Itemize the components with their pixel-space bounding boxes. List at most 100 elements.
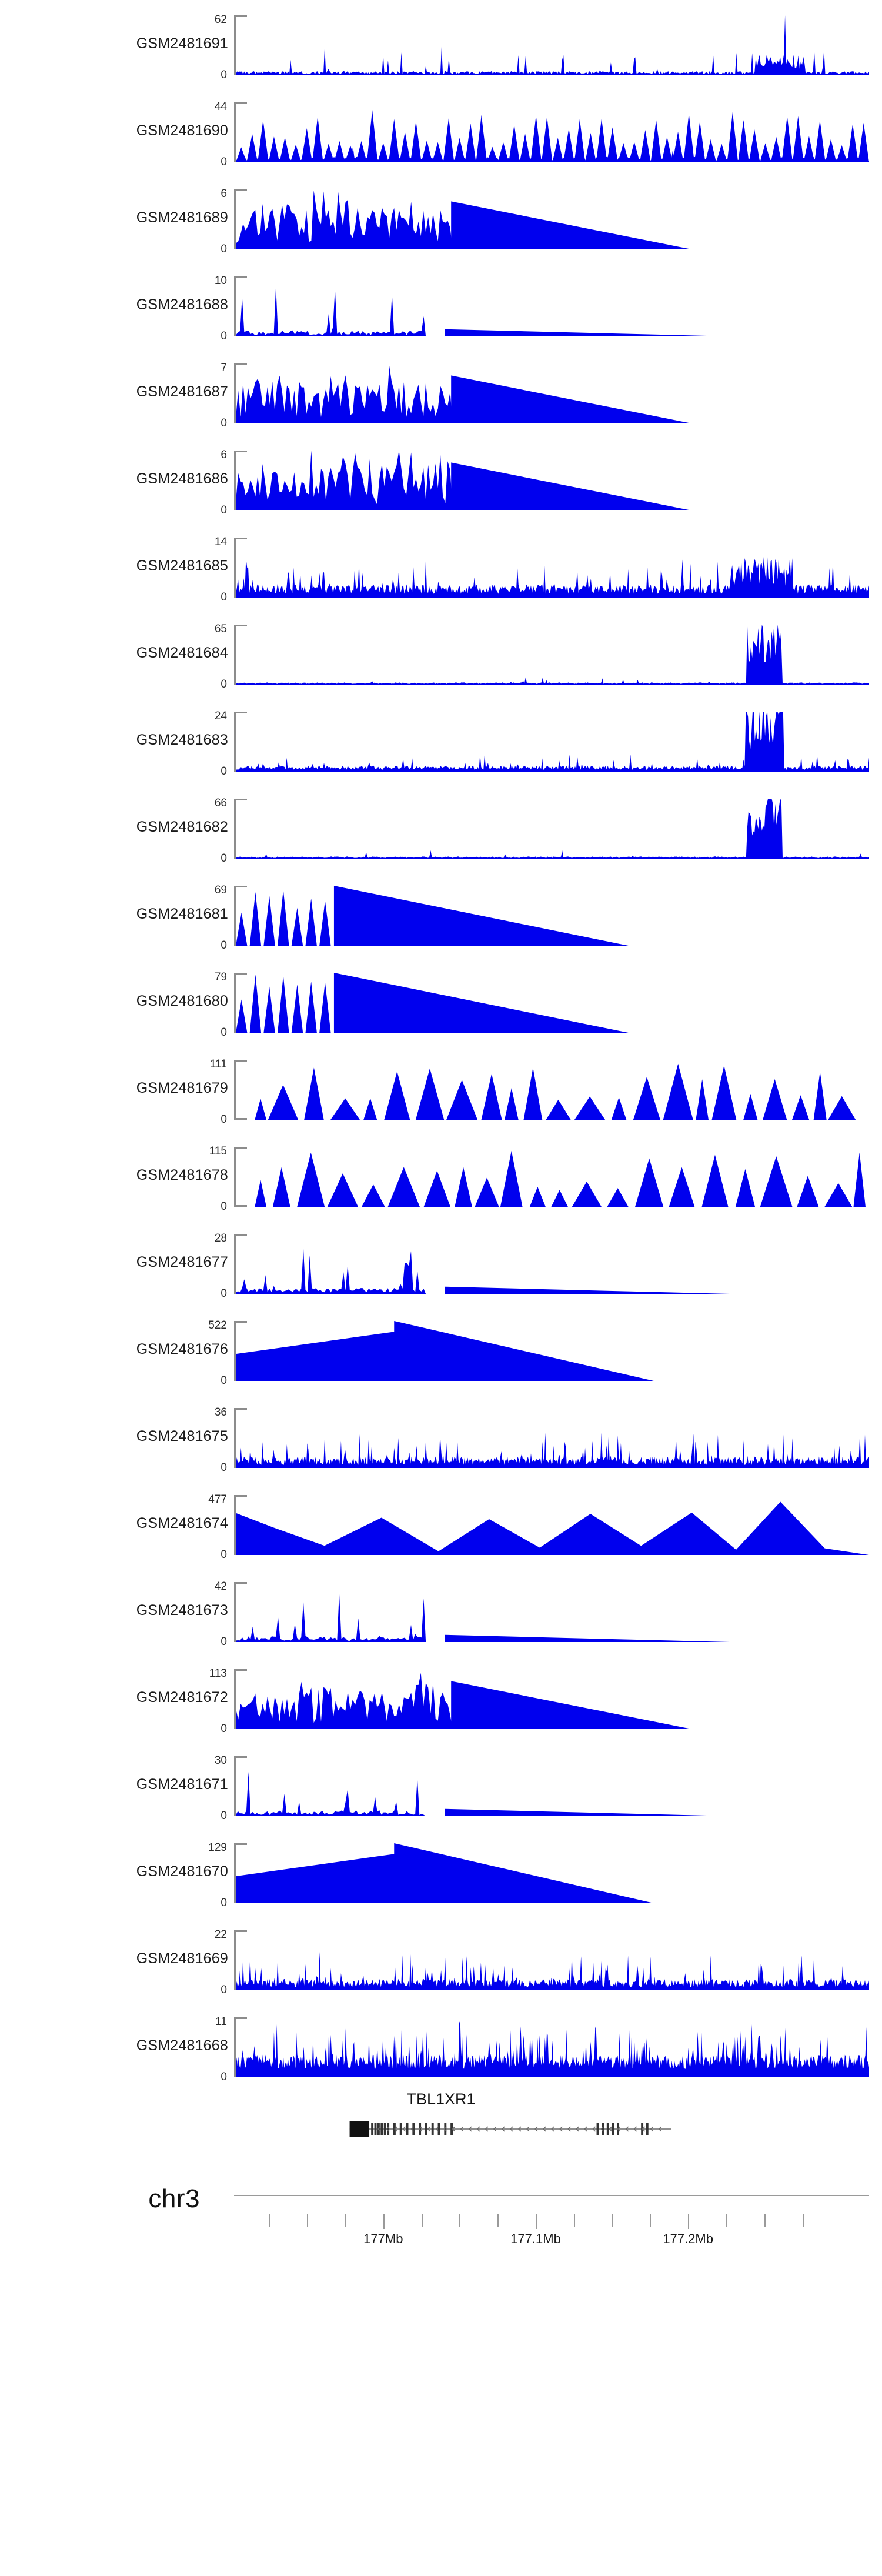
ruler-tick [269,2214,270,2227]
track-gsm2481683[interactable]: GSM2481683 24 0 [0,696,882,783]
coverage-plot[interactable] [236,1495,869,1555]
axis-tick-top [234,189,247,191]
track-gsm2481677[interactable]: GSM2481677 28 0 [0,1219,882,1306]
axis-line [234,363,236,423]
track-gsm2481687[interactable]: GSM2481687 7 0 [0,348,882,435]
coverage-plot[interactable] [236,1669,869,1729]
coverage-plot[interactable] [236,886,869,946]
coverage-plot[interactable] [236,1060,869,1120]
coverage-plot[interactable] [236,799,869,859]
axis-max-label: 113 [209,1667,227,1680]
axis-line [234,1060,236,1120]
track-axis: 44 0 [215,101,882,168]
coordinate-ruler[interactable]: chr3 177Mb 177.1Mb 177.2Mb [0,2160,882,2307]
track-gsm2481671[interactable]: GSM2481671 30 0 [0,1741,882,1828]
coverage-plot[interactable] [236,1234,869,1294]
track-gsm2481690[interactable]: GSM2481690 44 0 [0,87,882,174]
gene-annotation-track[interactable]: TBL1XR1 [0,2089,882,2160]
axis-min-label: 0 [220,1461,227,1474]
coverage-plot[interactable] [236,1147,869,1207]
ruler-area[interactable]: 177Mb 177.1Mb 177.2Mb [234,2160,869,2307]
ruler-tick-label: 177Mb [363,2231,403,2246]
track-axis: 24 0 [215,710,882,777]
axis-line [234,189,236,249]
axis-tick-bottom [234,1205,247,1207]
track-gsm2481685[interactable]: GSM2481685 14 0 [0,522,882,609]
coverage-plot[interactable] [236,625,869,685]
track-label: GSM2481687 [136,383,228,400]
axis-min-label: 0 [220,330,227,342]
axis-min-label: 0 [220,852,227,865]
ruler-tick [650,2214,652,2227]
axis-tick-top [234,1930,247,1932]
coverage-plot[interactable] [236,1843,869,1903]
axis-max-label: 14 [214,536,227,548]
track-label: GSM2481682 [136,818,228,835]
track-axis: 113 0 [209,1668,882,1734]
track-axis: 522 0 [208,1320,882,1386]
axis-tick-top [234,1495,247,1497]
axis-max-label: 24 [214,710,227,722]
track-gsm2481676[interactable]: GSM2481676 522 0 [0,1306,882,1393]
track-label: GSM2481679 [136,1079,228,1096]
axis-min-label: 0 [220,2071,227,2083]
track-gsm2481678[interactable]: GSM2481678 115 0 [0,1132,882,1219]
coverage-plot[interactable] [236,15,869,75]
track-gsm2481668[interactable]: GSM2481668 11 0 [0,2002,882,2089]
coverage-plot[interactable] [236,102,869,162]
axis-min-label: 0 [220,1113,227,1126]
coverage-plot[interactable] [236,1756,869,1816]
axis-line [234,538,236,598]
axis-tick-top [234,625,247,626]
axis-min-label: 0 [220,1287,227,1300]
coverage-plot[interactable] [236,538,869,598]
axis-max-label: 44 [214,101,227,113]
track-gsm2481681[interactable]: GSM2481681 69 0 [0,870,882,957]
gene-model-icon[interactable] [234,2114,869,2144]
track-gsm2481670[interactable]: GSM2481670 129 0 [0,1828,882,1915]
track-gsm2481684[interactable]: GSM2481684 65 0 [0,609,882,696]
track-gsm2481691[interactable]: GSM2481691 62 0 [0,0,882,87]
coverage-plot[interactable] [236,712,869,772]
track-gsm2481686[interactable]: GSM2481686 6 0 [0,435,882,522]
track-gsm2481669[interactable]: GSM2481669 22 0 [0,1915,882,2002]
axis-max-label: 30 [214,1754,227,1767]
axis-min-label: 0 [220,156,227,168]
track-gsm2481682[interactable]: GSM2481682 66 0 [0,783,882,870]
coverage-plot[interactable] [236,363,869,423]
track-gsm2481680[interactable]: GSM2481680 79 0 [0,957,882,1045]
coverage-plot[interactable] [236,1408,869,1468]
track-gsm2481689[interactable]: GSM2481689 6 0 [0,174,882,261]
axis-tick-top [234,1756,247,1758]
coverage-plot[interactable] [236,189,869,249]
axis-line [234,1756,236,1816]
track-gsm2481675[interactable]: GSM2481675 36 0 [0,1393,882,1480]
axis-max-label: 477 [208,1493,227,1506]
axis-min-label: 0 [220,939,227,952]
track-gsm2481688[interactable]: GSM2481688 10 0 [0,261,882,348]
track-gsm2481672[interactable]: GSM2481672 113 0 [0,1654,882,1741]
track-axis: 62 0 [215,14,882,81]
coverage-plot[interactable] [236,2017,869,2077]
track-label: GSM2481686 [136,470,228,487]
coverage-plot[interactable] [236,1930,869,1990]
track-gsm2481673[interactable]: GSM2481673 42 0 [0,1567,882,1654]
axis-min-label: 0 [220,1897,227,1909]
axis-line [234,1495,236,1555]
track-axis: 69 0 [215,885,882,951]
axis-min-label: 0 [220,1374,227,1387]
coverage-plot[interactable] [236,1321,869,1381]
coverage-plot[interactable] [236,973,869,1033]
ruler-tick [802,2214,804,2227]
track-axis: 30 0 [215,1755,882,1821]
coverage-plot[interactable] [236,276,869,336]
coverage-plot[interactable] [236,451,869,510]
chromosome-label: chr3 [148,2184,200,2213]
track-gsm2481679[interactable]: GSM2481679 111 0 [0,1045,882,1132]
coverage-plot[interactable] [236,1582,869,1642]
track-gsm2481674[interactable]: GSM2481674 477 0 [0,1480,882,1567]
axis-max-label: 11 [215,2016,227,2028]
